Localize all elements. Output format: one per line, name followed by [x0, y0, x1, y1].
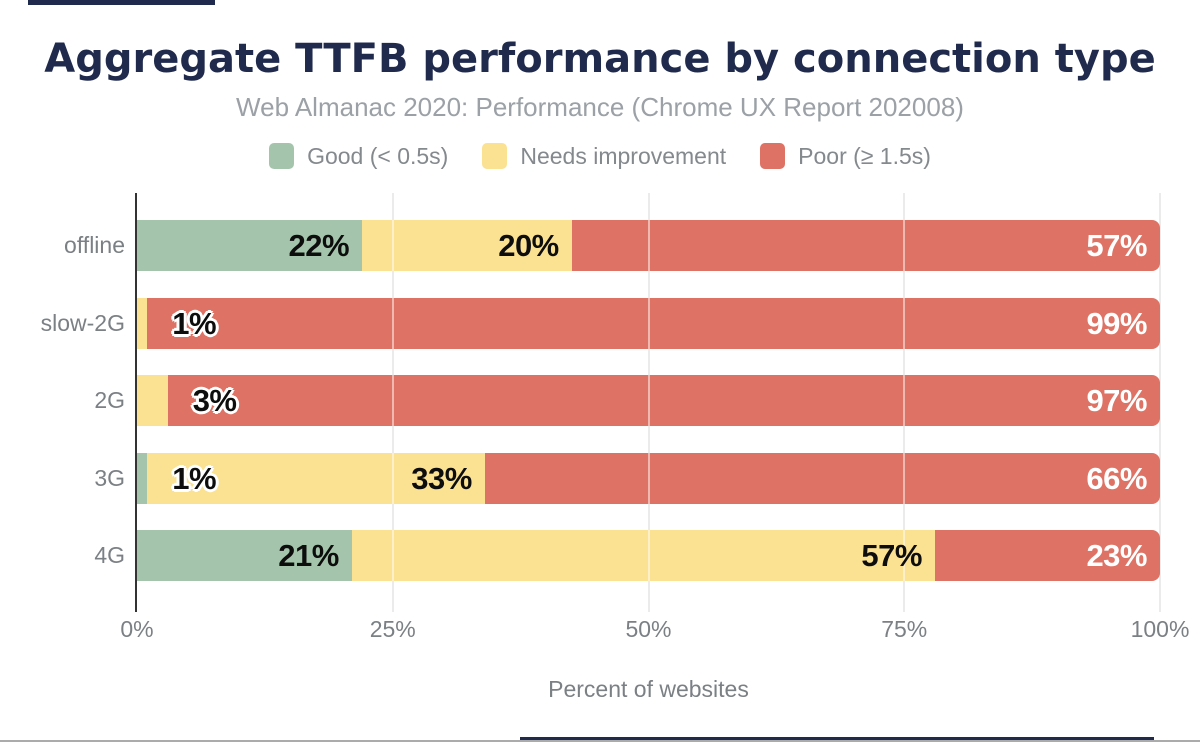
gridline-overlay-25	[391, 375, 394, 426]
bar-value-label: 99%	[1086, 306, 1147, 341]
bar-segment-good	[137, 453, 148, 504]
x-axis-title: Percent of websites	[548, 676, 749, 702]
bar-segment-good: 21%	[137, 530, 352, 581]
x-tick-50%: 50%	[625, 616, 672, 642]
legend-swatch-good-icon	[269, 143, 295, 169]
y-axis-line	[135, 193, 137, 612]
legend-label-needs-improvement: Needs improvement	[520, 142, 727, 169]
bar-segment-poor: 57%	[571, 220, 1160, 271]
chart-title: Aggregate TTFB performance by connection…	[44, 36, 1156, 82]
bar-value-label: 66%	[1086, 461, 1147, 496]
gridline-overlay-25	[391, 220, 394, 271]
category-label-slow-2G: slow-2G	[40, 310, 125, 336]
bar-value-label: 22%	[288, 228, 350, 263]
bar-value-label: 57%	[861, 538, 922, 573]
legend-item-needs-improvement: Needs improvement	[482, 143, 726, 170]
gridline-overlay-75	[903, 530, 906, 581]
legend-label-good: Good (< 0.5s)	[307, 142, 449, 169]
gridline-overlay-75	[903, 298, 906, 349]
bar-row-4G: 21% 57% 23%	[137, 530, 1160, 581]
bar-segment-needs_improvement	[137, 375, 168, 426]
bar-value-label: 1%	[172, 461, 217, 496]
gridline-overlay-75	[903, 220, 906, 271]
gridline-overlay-75	[903, 453, 906, 504]
legend-swatch-poor-icon	[760, 143, 786, 169]
bar-value-label: 20%	[498, 228, 559, 263]
category-label-offline: offline	[64, 232, 125, 258]
bar-segment-poor: 66%	[484, 453, 1160, 504]
gridline-100	[1159, 193, 1161, 612]
bar-value-label: 23%	[1086, 538, 1147, 573]
bar-segment-poor: 97%	[167, 375, 1160, 426]
gridline-overlay-25	[391, 298, 394, 349]
bar-segment-needs_improvement: 20%	[362, 220, 572, 271]
gridline-overlay-50	[647, 453, 650, 504]
category-label-2G: 2G	[94, 387, 125, 413]
gridline-overlay-25	[391, 530, 394, 581]
gridline-overlay-25	[391, 453, 394, 504]
bar-row-2G: 3% 97%	[137, 375, 1160, 426]
bar-value-label: 97%	[1086, 383, 1147, 418]
x-tick-75%: 75%	[881, 616, 928, 642]
bar-row-offline: 22% 20% 57%	[137, 220, 1160, 271]
gridline-overlay-75	[903, 375, 906, 426]
bar-value-label: 33%	[411, 461, 472, 496]
bar-row-3G: 1% 33% 66%	[137, 453, 1160, 504]
frame-edge-top	[28, 0, 215, 5]
bar-value-label: 3%	[192, 383, 237, 418]
chart-subtitle: Web Almanac 2020: Performance (Chrome UX…	[236, 92, 964, 122]
x-tick-100%: 100%	[1130, 616, 1190, 642]
x-tick-0%: 0%	[120, 616, 154, 642]
bar-value-label: 57%	[1086, 228, 1147, 263]
bar-segment-needs_improvement	[137, 298, 148, 349]
category-label-3G: 3G	[94, 465, 125, 491]
legend-item-poor: Poor (≥ 1.5s)	[760, 143, 931, 170]
frame-edge-bottom	[520, 737, 1154, 742]
bar-segment-poor: 99%	[147, 298, 1160, 349]
figure-bottom-border	[0, 740, 1200, 742]
bar-segment-needs_improvement: 57%	[351, 530, 935, 581]
y-axis-category-labels: offline slow-2G 2G 3G 4G	[0, 193, 125, 612]
gridline-overlay-50	[647, 298, 650, 349]
category-label-4G: 4G	[94, 542, 125, 568]
bar-segment-poor: 23%	[934, 530, 1160, 581]
gridline-overlay-50	[647, 530, 650, 581]
bar-value-label: 21%	[278, 538, 339, 573]
x-tick-25%: 25%	[369, 616, 416, 642]
bar-value-label: 1%	[172, 306, 217, 341]
bar-segment-good: 22%	[137, 220, 363, 271]
legend-item-good: Good (< 0.5s)	[269, 143, 448, 170]
gridline-overlay-50	[647, 220, 650, 271]
legend-swatch-needs-improvement-icon	[482, 143, 508, 169]
legend-label-poor: Poor (≥ 1.5s)	[798, 142, 931, 169]
bar-segment-needs_improvement: 33%	[147, 453, 485, 504]
x-axis-tick-labels: 0% 25% 50% 75% 100%	[120, 616, 1189, 644]
plot-area: 22% 20% 57% 1% 99% 3% 97% 1% 33% 66% 21% 57% 23%	[135, 193, 1161, 612]
gridline-overlay-50	[647, 375, 650, 426]
legend: Good (< 0.5s) Needs improvement Poor (≥ …	[0, 141, 1200, 171]
bar-row-slow-2G: 1% 99%	[137, 298, 1160, 349]
